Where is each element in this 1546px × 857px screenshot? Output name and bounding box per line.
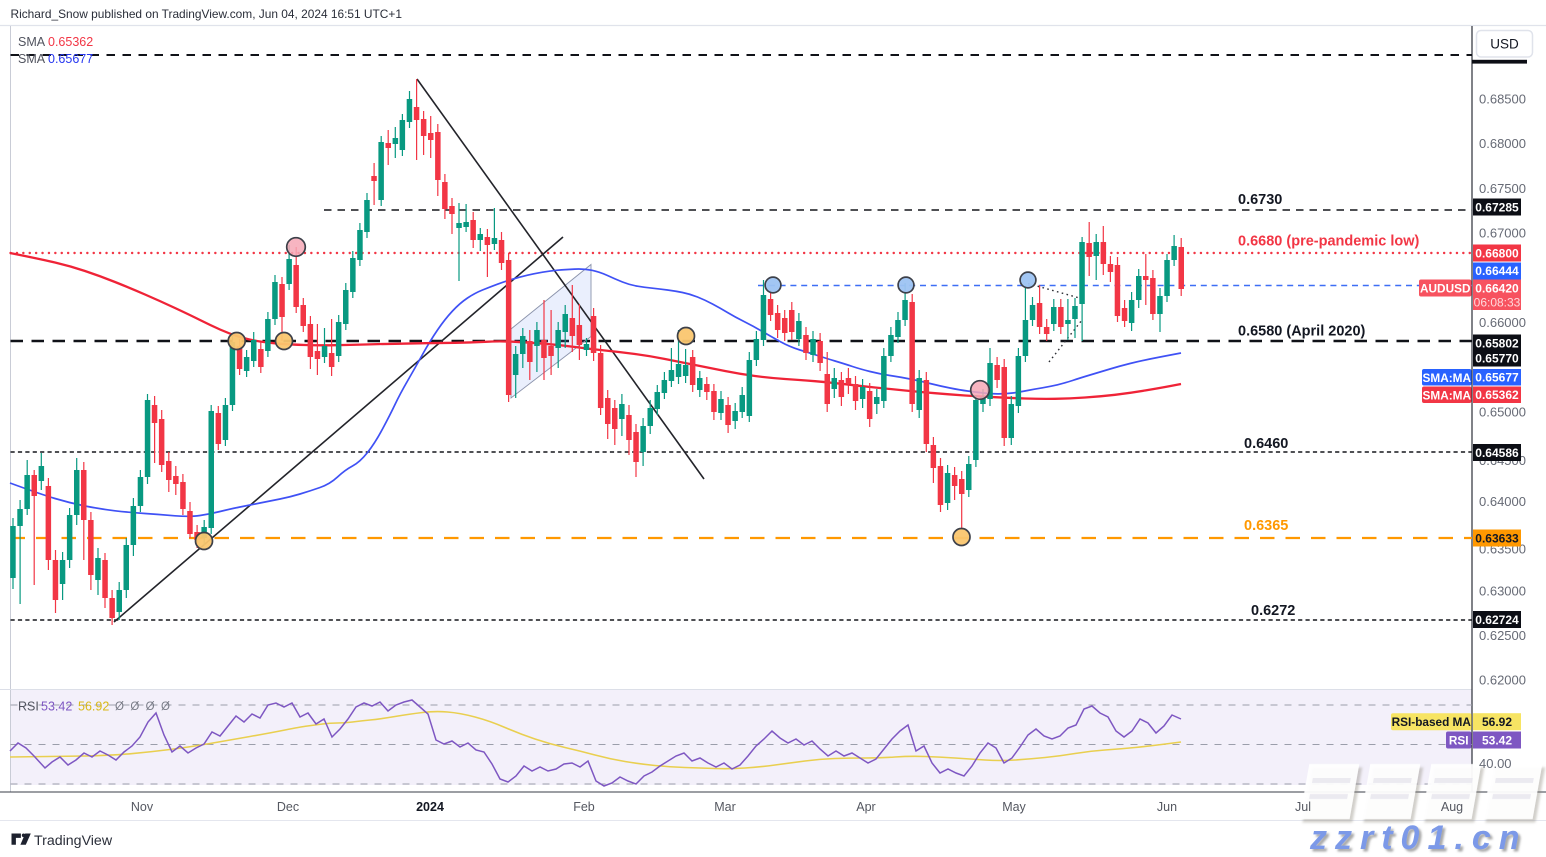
svg-text:06:08:33: 06:08:33 [1474, 296, 1521, 310]
svg-text:RSI-based MA: RSI-based MA [1392, 715, 1472, 729]
svg-text:RSI: RSI [18, 700, 39, 714]
svg-text:0.6680 (pre-pandemic low): 0.6680 (pre-pandemic low) [1238, 234, 1419, 250]
svg-text:USD: USD [1490, 37, 1519, 52]
svg-text:Nov: Nov [131, 800, 154, 814]
svg-text:Richard_Snow published on Trad: Richard_Snow published on TradingView.co… [11, 7, 403, 21]
svg-text:53.42: 53.42 [41, 700, 72, 714]
svg-text:Ø Ø Ø Ø: Ø Ø Ø Ø [115, 701, 170, 713]
svg-text:0.65362: 0.65362 [48, 35, 93, 49]
svg-text:RSI: RSI [1449, 734, 1469, 748]
svg-text:0.65802: 0.65802 [1475, 337, 1519, 351]
svg-text:0.68000: 0.68000 [1479, 136, 1526, 151]
svg-text:0.62724: 0.62724 [1475, 613, 1519, 627]
svg-text:Mar: Mar [714, 800, 736, 814]
svg-text:SMA:MA: SMA:MA [1423, 371, 1472, 385]
svg-text:0.64000: 0.64000 [1479, 494, 1526, 509]
svg-text:53.42: 53.42 [1482, 734, 1512, 748]
svg-text:0.6460: 0.6460 [1244, 436, 1288, 452]
svg-text:40.00: 40.00 [1479, 756, 1512, 771]
svg-text:SMA: SMA [18, 35, 46, 49]
svg-text:0.6730: 0.6730 [1238, 192, 1282, 208]
svg-text:0.68500: 0.68500 [1479, 92, 1526, 107]
svg-text:Jun: Jun [1157, 800, 1177, 814]
svg-text:0.66800: 0.66800 [1475, 247, 1519, 261]
svg-text:SMA:MA: SMA:MA [1423, 388, 1472, 402]
svg-text:0.62000: 0.62000 [1479, 673, 1526, 688]
svg-text:zzrt01.cn: zzrt01.cn [1309, 819, 1528, 857]
svg-text:May: May [1002, 800, 1026, 814]
svg-text:Jul: Jul [1295, 800, 1311, 814]
svg-text:0.66444: 0.66444 [1475, 264, 1519, 278]
svg-text:0.6580 (April 2020): 0.6580 (April 2020) [1238, 324, 1366, 340]
svg-text:0.67000: 0.67000 [1479, 226, 1526, 241]
svg-text:0.65000: 0.65000 [1479, 404, 1526, 419]
svg-text:AUDUSD: AUDUSD [1420, 282, 1471, 296]
svg-text:0.6365: 0.6365 [1244, 518, 1288, 534]
svg-text:0.64586: 0.64586 [1475, 446, 1519, 460]
svg-text:0.66420: 0.66420 [1475, 282, 1519, 296]
svg-text:0.65677: 0.65677 [1475, 371, 1519, 385]
svg-text:0.65677: 0.65677 [48, 52, 93, 66]
svg-text:0.63000: 0.63000 [1479, 583, 1526, 598]
svg-text:Aug: Aug [1441, 800, 1463, 814]
svg-text:0.62500: 0.62500 [1479, 628, 1526, 643]
svg-text:0.67500: 0.67500 [1479, 181, 1526, 196]
svg-text:0.63633: 0.63633 [1475, 532, 1519, 546]
svg-text:Dec: Dec [277, 800, 299, 814]
svg-text:56.92: 56.92 [1482, 715, 1512, 729]
svg-text:TradingView: TradingView [34, 833, 113, 849]
svg-text:0.66000: 0.66000 [1479, 315, 1526, 330]
svg-text:0.65770: 0.65770 [1475, 352, 1519, 366]
svg-text:56.92: 56.92 [78, 700, 109, 714]
svg-text:2024: 2024 [416, 800, 444, 814]
svg-text:Feb: Feb [573, 800, 595, 814]
svg-text:0.67285: 0.67285 [1475, 201, 1519, 215]
svg-text:0.6272: 0.6272 [1251, 603, 1295, 619]
svg-text:0.65362: 0.65362 [1475, 388, 1519, 402]
svg-text:SMA: SMA [18, 52, 46, 66]
svg-text:Apr: Apr [856, 800, 875, 814]
